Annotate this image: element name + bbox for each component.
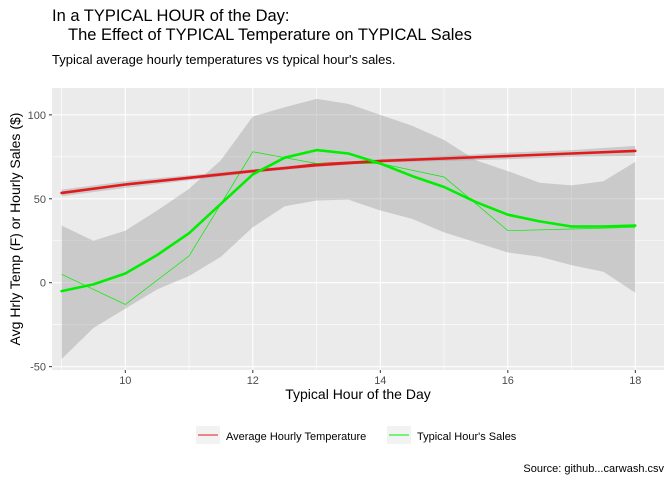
smooth-line-typical-hour-s-sales <box>60 148 637 293</box>
legend-label: Typical Hour's Sales <box>417 431 517 443</box>
x-axis-label: Typical Hour of the Day <box>285 386 431 402</box>
ribbon-average-hourly-temperature <box>61 145 636 197</box>
chart-title-line2: The Effect of TYPICAL Temperature on TYP… <box>68 26 472 44</box>
chart-title-line1: In a TYPICAL HOUR of the Day: <box>52 7 290 25</box>
source-caption: Source: github...carwash.csv <box>523 463 664 475</box>
legend-label: Average Hourly Temperature <box>226 431 366 443</box>
x-tick-label: 16 <box>502 375 514 387</box>
y-tick-label: 50 <box>34 194 46 206</box>
x-tick-label: 10 <box>119 375 131 387</box>
smoothed-series-lines <box>60 148 637 293</box>
y-tick-label: -50 <box>30 362 46 374</box>
ribbon-typical-hour-s-sales <box>61 98 636 360</box>
y-axis-ticks: -50 0 50 100 <box>28 110 52 374</box>
x-axis-ticks: 10 12 14 16 18 <box>119 370 641 387</box>
y-tick-label: 0 <box>40 278 46 290</box>
y-axis-label: Avg Hrly Temp (F) or Hourly Sales ($) <box>7 113 23 346</box>
chart-subtitle: Typical average hourly temperatures vs t… <box>52 52 396 67</box>
x-tick-label: 18 <box>629 375 641 387</box>
confidence-ribbons <box>61 98 636 360</box>
x-tick-label: 14 <box>374 375 386 387</box>
gridlines <box>52 88 664 370</box>
y-tick-label: 100 <box>28 110 46 122</box>
legend: Average Hourly Temperature Typical Hour's… <box>196 426 517 444</box>
smooth-line-average-hourly-temperature <box>60 149 637 195</box>
x-tick-label: 12 <box>247 375 259 387</box>
